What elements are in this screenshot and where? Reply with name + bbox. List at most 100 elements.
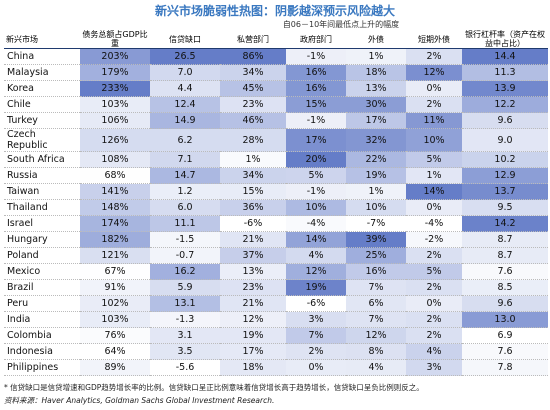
value-cell: 68% (80, 167, 150, 184)
table-row: Malaysia 179% 7.0 34% 16% 18% 12% 11.3 (4, 64, 548, 81)
value-cell: 7% (286, 327, 346, 344)
value-cell: 8% (346, 343, 406, 360)
value-cell: 19% (220, 327, 286, 344)
value-cell: 0% (286, 359, 346, 376)
table-row: Czech Republic 126% 6.2 28% 17% 32% 10% 9.0 (4, 128, 548, 152)
value-cell: 2% (406, 311, 462, 328)
value-cell: 5% (406, 263, 462, 280)
value-cell: 6.0 (150, 199, 220, 216)
value-cell: 64% (80, 343, 150, 360)
footnotes: * 信贷缺口是信贷增速和GDP趋势增长率的比例。信贷缺口呈正比例意味着信贷增长高… (4, 381, 424, 407)
table-row: India 103% -1.3 12% 3% 7% 2% 13.0 (4, 311, 548, 328)
value-cell: 3% (286, 311, 346, 328)
value-cell: 14.4 (462, 48, 548, 65)
value-cell: 3.1 (150, 327, 220, 344)
table-row: South Africa 108% 7.1 1% 20% 22% 5% 10.2 (4, 151, 548, 168)
value-cell: 34% (220, 167, 286, 184)
value-cell: 39% (346, 231, 406, 248)
value-cell: 19% (286, 279, 346, 296)
column-header: 私营部门 (220, 30, 286, 49)
country-cell: Peru (4, 295, 80, 312)
value-cell: 106% (80, 112, 150, 129)
value-cell: 14% (406, 183, 462, 200)
header-row: 新兴市场 债务总额占GDP比重 信贷缺口 私营部门 政府部门 外债 短期外债 银行杠杆率（资产… (4, 30, 548, 49)
value-cell: 17% (220, 343, 286, 360)
country-cell: Philippines (4, 359, 80, 376)
country-cell: Thailand (4, 199, 80, 216)
value-cell: -2% (406, 231, 462, 248)
value-cell: 46% (220, 112, 286, 129)
country-cell: Czech Republic (4, 128, 80, 152)
column-header: 信贷缺口 (150, 30, 220, 49)
value-cell: 15% (286, 96, 346, 113)
value-cell: -4% (406, 215, 462, 232)
value-cell: 9.6 (462, 112, 548, 129)
value-cell: 13.0 (462, 311, 548, 328)
country-cell: Israel (4, 215, 80, 232)
value-cell: 21% (220, 231, 286, 248)
table-row: Brazil 91% 5.9 23% 19% 7% 2% 8.5 (4, 279, 548, 296)
value-cell: 18% (220, 359, 286, 376)
value-cell: 16% (286, 64, 346, 81)
value-cell: 45% (220, 80, 286, 97)
country-cell: Taiwan (4, 183, 80, 200)
value-cell: 32% (346, 128, 406, 152)
country-cell: Colombia (4, 327, 80, 344)
value-cell: 37% (220, 247, 286, 264)
value-cell: 7.1 (150, 151, 220, 168)
value-cell: 4.4 (150, 80, 220, 97)
value-cell: 89% (80, 359, 150, 376)
value-cell: -1.3 (150, 311, 220, 328)
value-cell: 18% (346, 64, 406, 81)
value-cell: -6% (286, 295, 346, 312)
value-cell: 5.9 (150, 279, 220, 296)
value-cell: 30% (346, 96, 406, 113)
value-cell: 0% (406, 295, 462, 312)
country-cell: Hungary (4, 231, 80, 248)
value-cell: 7.0 (150, 64, 220, 81)
heatmap-table: 新兴市场 债务总额占GDP比重 信贷缺口 私营部门 政府部门 外债 短期外债 银行杠杆率（资产… (4, 30, 548, 376)
value-cell: 13% (346, 80, 406, 97)
value-cell: 12% (286, 263, 346, 280)
value-cell: 103% (80, 311, 150, 328)
table-row: Thailand 148% 6.0 36% 10% 10% 0% 9.5 (4, 199, 548, 216)
value-cell: -6% (220, 215, 286, 232)
value-cell: 121% (80, 247, 150, 264)
country-cell: Chile (4, 96, 80, 113)
table-row: Taiwan 141% 1.2 15% -1% 1% 14% 13.7 (4, 183, 548, 200)
value-cell: 2% (406, 96, 462, 113)
value-cell: 0% (406, 199, 462, 216)
value-cell: 14.9 (150, 112, 220, 129)
column-header: 政府部门 (286, 30, 346, 49)
value-cell: 2% (406, 247, 462, 264)
value-cell: 1% (346, 183, 406, 200)
value-cell: 8.7 (462, 231, 548, 248)
value-cell: 1% (220, 151, 286, 168)
value-cell: 7% (346, 311, 406, 328)
country-cell: Russia (4, 167, 80, 184)
country-cell: India (4, 311, 80, 328)
value-cell: 4% (406, 343, 462, 360)
value-cell: -1% (286, 48, 346, 65)
value-cell: 67% (80, 263, 150, 280)
country-cell: Turkey (4, 112, 80, 129)
value-cell: 76% (80, 327, 150, 344)
group-header: 自06－10年间最低点上升的幅度 (282, 20, 400, 29)
value-cell: 4% (286, 247, 346, 264)
value-cell: 11.1 (150, 215, 220, 232)
country-cell: Poland (4, 247, 80, 264)
value-cell: 12% (346, 327, 406, 344)
value-cell: 23% (220, 279, 286, 296)
value-cell: 25% (346, 247, 406, 264)
value-cell: 9.5 (462, 199, 548, 216)
value-cell: 16.2 (150, 263, 220, 280)
value-cell: 6.2 (150, 128, 220, 152)
country-cell: China (4, 48, 80, 65)
country-cell: Korea (4, 80, 80, 97)
column-header: 外债 (346, 30, 406, 49)
title: 新兴市场脆弱性热图：阴影越深预示风险越大 (154, 4, 395, 18)
value-cell: -1.5 (150, 231, 220, 248)
value-cell: 11% (406, 112, 462, 129)
value-cell: 174% (80, 215, 150, 232)
value-cell: 2% (286, 343, 346, 360)
